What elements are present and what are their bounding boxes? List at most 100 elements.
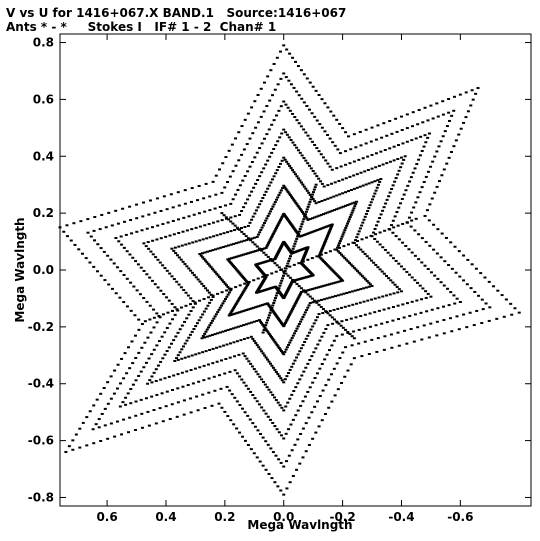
uv-point: [251, 132, 255, 135]
uv-point: [390, 187, 394, 190]
uv-point: [341, 192, 345, 195]
uv-point: [261, 224, 265, 227]
uv-point: [406, 184, 410, 187]
uv-point: [256, 94, 260, 97]
uv-point: [328, 229, 332, 232]
uv-point: [377, 164, 381, 167]
uv-point: [347, 304, 351, 307]
uv-point: [333, 181, 337, 184]
uv-point: [443, 130, 447, 133]
uv-point: [190, 228, 194, 231]
uv-point: [351, 303, 355, 306]
uv-point: [290, 365, 294, 368]
uv-point: [425, 310, 429, 313]
uv-point: [184, 243, 188, 246]
uv-point: [336, 388, 340, 391]
uv-point: [397, 238, 401, 241]
uv-point: [291, 362, 295, 365]
uv-point: [295, 468, 299, 471]
uv-point: [362, 218, 366, 221]
uv-point: [305, 105, 309, 108]
uv-point: [284, 187, 288, 190]
uv-point: [162, 293, 166, 296]
uv-point: [158, 316, 162, 319]
uv-point: [216, 332, 220, 335]
uv-point: [378, 268, 382, 271]
uv-point: [250, 251, 254, 254]
uv-point: [207, 222, 211, 225]
uv-point: [363, 170, 367, 173]
uv-point: [367, 285, 371, 288]
uv-point: [307, 443, 311, 446]
uv-point: [268, 311, 272, 314]
uv-point: [176, 387, 180, 390]
uv-point: [285, 375, 289, 378]
uv-point: [279, 217, 283, 220]
uv-point: [321, 156, 325, 159]
uv-point: [414, 217, 418, 220]
uv-point: [223, 186, 227, 189]
uv-point: [182, 345, 186, 348]
uv-point: [97, 426, 101, 429]
uv-point: [354, 316, 358, 319]
uv-point: [332, 308, 336, 311]
uv-point: [220, 291, 224, 294]
uv-point: [298, 462, 302, 465]
uv-point: [236, 311, 240, 314]
uv-point: [255, 456, 259, 459]
uv-point: [335, 281, 339, 284]
uv-point: [469, 104, 473, 107]
uv-point: [226, 329, 230, 332]
uv-point: [99, 274, 103, 277]
uv-point: [379, 178, 383, 181]
uv-point: [190, 187, 194, 190]
uv-point: [224, 245, 228, 248]
uv-point: [130, 340, 134, 343]
uv-point: [379, 213, 383, 216]
uv-point: [157, 340, 161, 343]
uv-point: [270, 336, 274, 339]
uv-point: [308, 200, 312, 203]
uv-point: [297, 230, 301, 233]
uv-point: [331, 282, 335, 285]
uv-point: [279, 489, 283, 492]
uv-point: [397, 344, 401, 347]
uv-point: [107, 211, 111, 214]
uv-point: [113, 435, 117, 438]
uv-point: [373, 227, 377, 230]
uv-point: [326, 133, 330, 136]
uv-point: [155, 238, 159, 241]
uv-point: [260, 171, 264, 174]
uv-point: [205, 237, 209, 240]
uv-point: [254, 126, 258, 129]
uv-point: [447, 111, 451, 114]
uv-point: [137, 318, 141, 321]
uv-point: [229, 257, 233, 260]
uv-point: [243, 253, 247, 256]
uv-point: [208, 349, 212, 352]
uv-point: [279, 105, 283, 108]
uv-point: [221, 302, 225, 305]
uv-point: [103, 424, 107, 427]
uv-point: [318, 254, 322, 257]
uv-point: [172, 249, 176, 252]
uv-point: [199, 254, 203, 257]
uv-point: [289, 138, 293, 141]
uv-point: [280, 434, 284, 437]
uv-point: [80, 252, 84, 255]
uv-point: [340, 235, 344, 238]
uv-point: [280, 379, 284, 382]
uv-point: [146, 336, 150, 339]
uv-point: [378, 243, 382, 246]
uv-point: [222, 344, 226, 347]
uv-point: [106, 381, 110, 384]
uv-point: [268, 210, 272, 213]
uv-point: [335, 118, 339, 121]
uv-point: [399, 156, 403, 159]
uv-point: [465, 283, 469, 286]
uv-point: [253, 306, 257, 309]
uv-point: [290, 224, 294, 227]
uv-point: [295, 90, 299, 93]
uv-point: [275, 264, 279, 267]
uv-point: [201, 393, 205, 396]
